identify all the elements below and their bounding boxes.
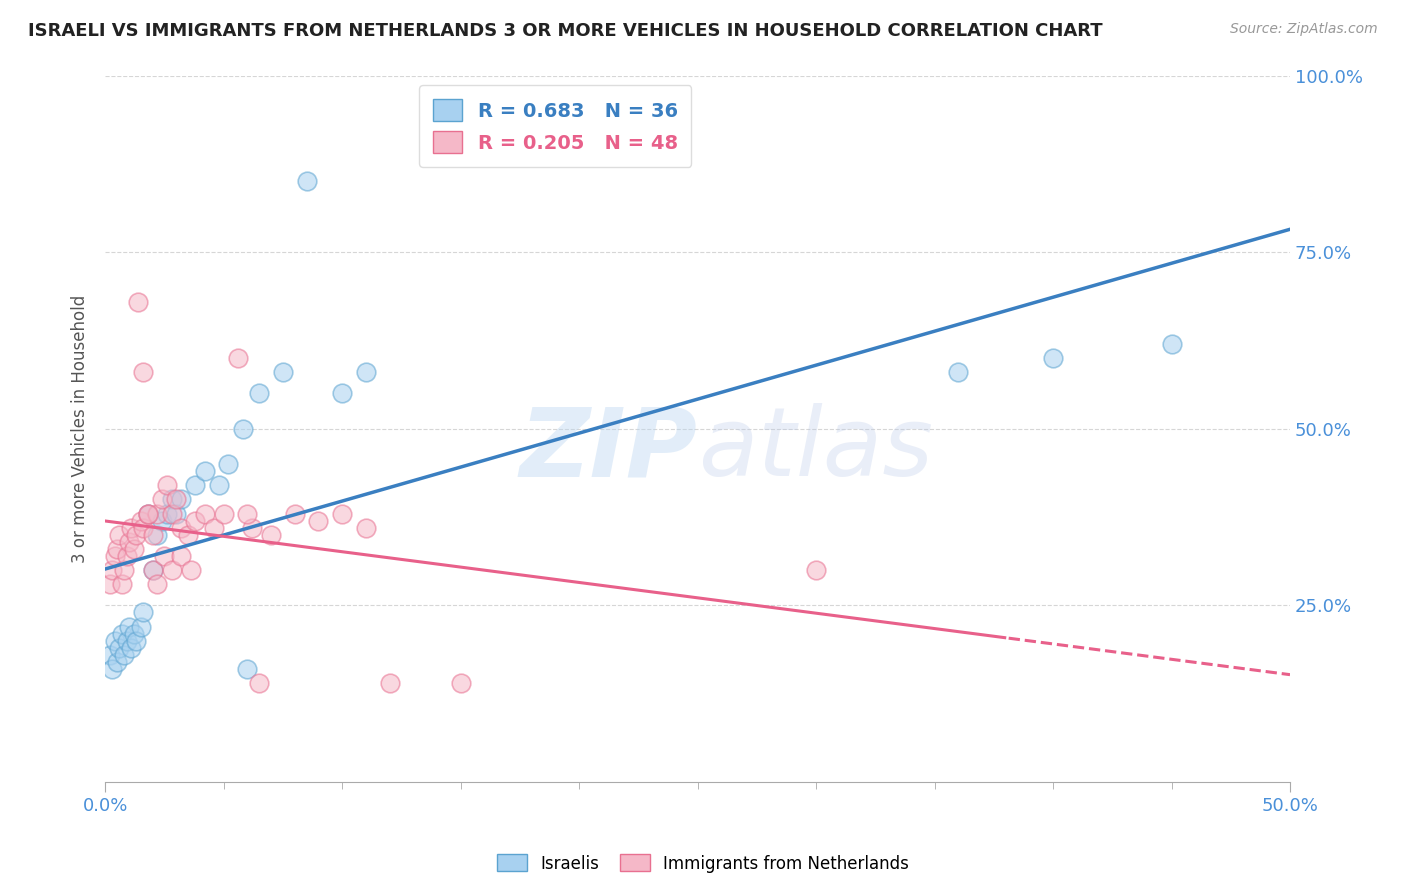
Point [354, 521, 377, 535]
Point [111, 626, 134, 640]
Point [378, 676, 401, 690]
Point [170, 549, 193, 563]
Legend: R = 0.683   N = 36, R = 0.205   N = 48: R = 0.683 N = 36, R = 0.205 N = 48 [419, 86, 692, 167]
Point [202, 521, 225, 535]
Point [295, 174, 318, 188]
Point [184, 514, 207, 528]
Point [118, 619, 141, 633]
Point [184, 478, 207, 492]
Point [170, 521, 193, 535]
Point [98, 577, 121, 591]
Point [132, 606, 155, 620]
Point [142, 527, 165, 541]
Point [122, 541, 145, 556]
Point [146, 507, 169, 521]
Text: atlas: atlas [697, 403, 932, 497]
Point [354, 365, 377, 379]
Point [136, 507, 159, 521]
Point [217, 457, 239, 471]
Point [101, 662, 124, 676]
Point [98, 648, 121, 662]
Point [180, 563, 202, 577]
Point [127, 294, 149, 309]
Point [156, 507, 179, 521]
Point [105, 541, 128, 556]
Point [1160, 337, 1182, 351]
Point [108, 640, 131, 655]
Point [115, 549, 138, 563]
Point [120, 640, 142, 655]
Point [240, 521, 263, 535]
Point [271, 365, 294, 379]
Point [170, 492, 193, 507]
Point [112, 648, 135, 662]
Text: ZIP: ZIP [520, 403, 697, 497]
Point [236, 507, 259, 521]
Point [132, 521, 155, 535]
Point [260, 527, 283, 541]
Point [108, 527, 131, 541]
Point [136, 507, 159, 521]
Point [125, 633, 148, 648]
Point [136, 507, 159, 521]
Text: ISRAELI VS IMMIGRANTS FROM NETHERLANDS 3 OR MORE VEHICLES IN HOUSEHOLD CORRELATI: ISRAELI VS IMMIGRANTS FROM NETHERLANDS 3… [28, 22, 1102, 40]
Point [165, 507, 187, 521]
Point [104, 549, 127, 563]
Point [146, 527, 169, 541]
Point [804, 563, 827, 577]
Point [948, 365, 970, 379]
Point [330, 386, 353, 401]
Point [112, 563, 135, 577]
Point [111, 577, 134, 591]
Point [115, 633, 138, 648]
Point [208, 478, 231, 492]
Point [142, 563, 165, 577]
Point [129, 619, 152, 633]
Point [330, 507, 353, 521]
Point [132, 365, 155, 379]
Point [160, 563, 183, 577]
Point [101, 563, 124, 577]
Point [450, 676, 472, 690]
Point [125, 527, 148, 541]
Point [160, 507, 183, 521]
Point [232, 422, 254, 436]
Point [194, 464, 217, 478]
Point [284, 507, 307, 521]
Point [177, 527, 200, 541]
Point [247, 676, 270, 690]
Point [104, 633, 127, 648]
Point [194, 507, 217, 521]
Point [226, 351, 249, 365]
Point [153, 549, 176, 563]
Point [1042, 351, 1064, 365]
Text: Source: ZipAtlas.com: Source: ZipAtlas.com [1230, 22, 1378, 37]
Point [212, 507, 235, 521]
Point [150, 514, 173, 528]
Y-axis label: 3 or more Vehicles in Household: 3 or more Vehicles in Household [72, 294, 89, 563]
Point [165, 492, 187, 507]
Point [308, 514, 330, 528]
Point [122, 626, 145, 640]
Point [247, 386, 270, 401]
Point [156, 478, 179, 492]
Point [118, 534, 141, 549]
Point [120, 521, 142, 535]
Point [105, 655, 128, 669]
Point [236, 662, 259, 676]
Point [150, 492, 173, 507]
Legend: Israelis, Immigrants from Netherlands: Israelis, Immigrants from Netherlands [491, 847, 915, 880]
Point [146, 577, 169, 591]
Point [160, 492, 183, 507]
Point [129, 514, 152, 528]
Point [142, 563, 165, 577]
